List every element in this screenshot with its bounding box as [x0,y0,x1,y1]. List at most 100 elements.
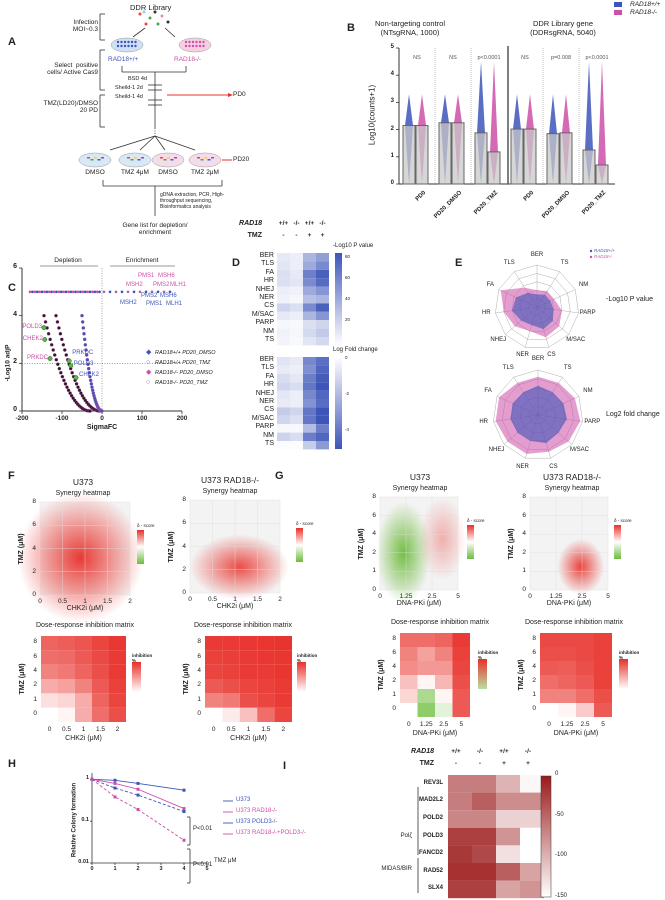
bar [559,132,573,185]
panel-label-g: G [275,470,284,482]
y-tick: 2 [390,125,394,132]
inhibition-cell [594,689,612,703]
radar-axis-label: PARP [584,418,601,425]
scatter-point [79,391,83,395]
bar [438,122,452,185]
label: Sheild-1 4d [115,94,143,100]
heat-cell [520,775,544,793]
panel-label-i: I [283,760,287,772]
radar-axis-label: TS [563,364,572,371]
label: Log2 fold change [606,411,660,418]
legend-dot [589,249,593,253]
scatter-point [80,313,84,318]
radar-grid [493,369,583,459]
cell-dot [116,40,120,44]
y-tick: 6 [522,511,526,519]
scatter-point [81,290,85,294]
x-tick: 0 [378,593,382,600]
scatter-point [28,290,32,294]
row-label: BER [259,356,274,363]
pval-cell [277,337,290,346]
pval-cell [290,261,303,270]
library-title: DDR Library [130,3,172,12]
dish-ko [178,37,212,53]
score-colorbar [296,528,303,562]
y-tick: 1 [85,775,89,782]
heat-cell [520,792,544,811]
pval-cell [316,311,329,321]
x-tick: 0 [406,721,411,728]
scatter-point [88,290,92,294]
x-tick: 0 [90,866,94,872]
label: - [295,232,298,239]
data-point [113,795,117,799]
cell-dot [188,40,191,44]
inhibition-colorbar [132,662,141,692]
lfc-cell [290,382,303,391]
lfc-cell [303,424,316,433]
cell-dot [130,44,134,48]
pval-cell [316,253,329,262]
inhibition-label: inhibition % [619,650,640,661]
score-colorbar [467,525,474,559]
pval-cell [303,295,316,304]
heat-cell [472,827,496,846]
tmz-text: TMZ(LD20)/DMSO 20 PD [43,100,98,115]
label: DMSO [85,169,105,176]
inhibition-cell [435,703,453,717]
y-axis-label: TMZ (μM) [517,659,525,691]
scatter-point [54,313,58,318]
radar-axis-label: TLS [503,259,515,266]
legend-entry: U373 POLD3-/- [236,819,278,825]
inhibition-cell [274,707,292,722]
synergy-title: Synergy heatmap [55,490,111,497]
legend-marker: ◆ [146,369,152,376]
colorbar-tick: 0 [555,771,559,777]
library-particle [142,10,146,14]
dose-title: Dose-response inhibition matrix [524,619,624,626]
row-label: CS [264,406,274,414]
colorbar-tick: -150 [555,892,568,899]
cell-dot [184,44,188,48]
y-tick: 4 [33,666,37,674]
scatter-point [74,290,77,294]
ko-label: RAD18-/- [174,56,202,63]
legend-swatch [614,10,622,15]
series-line [91,778,185,812]
inhibition-cell [92,693,109,708]
label: 40 [345,296,351,301]
lfc-cell [277,382,290,391]
inhibition-cell [576,689,594,703]
y-tick: 8 [182,496,186,503]
pval-cell [277,303,290,312]
y-tick: 0.01 [78,859,89,865]
lfc-cell [316,357,329,366]
cell-mark [134,157,137,159]
label: Enrichment [125,257,159,264]
condition-title: U373 RAD18-/- [542,472,602,482]
inhibition-cell [417,661,435,675]
inhibition-cell [274,664,292,679]
cell-dot [116,44,120,48]
x-tick: 0 [100,415,104,422]
inhibition-cell [400,675,418,689]
inhibition-cell [257,650,275,665]
scatter-point [90,388,95,392]
y-axis-label: TMZ (μM) [17,532,25,565]
scatter-point [89,382,94,386]
significance-label: p<0.0001 [585,55,609,61]
inhibition-cell [558,647,576,661]
lfc-cell [290,432,303,441]
label: - [478,760,482,767]
x-tick: 5 [606,593,610,600]
cell-mark [87,157,90,159]
bar [402,125,416,185]
y-tick: 1 [390,152,394,159]
inhibition-cell [400,661,418,675]
scatter-point [61,343,66,347]
scatter-point [55,290,58,294]
x-tick: 5 [205,866,209,872]
cell-dot [191,44,195,48]
cell-dot [195,44,198,48]
score-label: δ - score [467,518,485,523]
